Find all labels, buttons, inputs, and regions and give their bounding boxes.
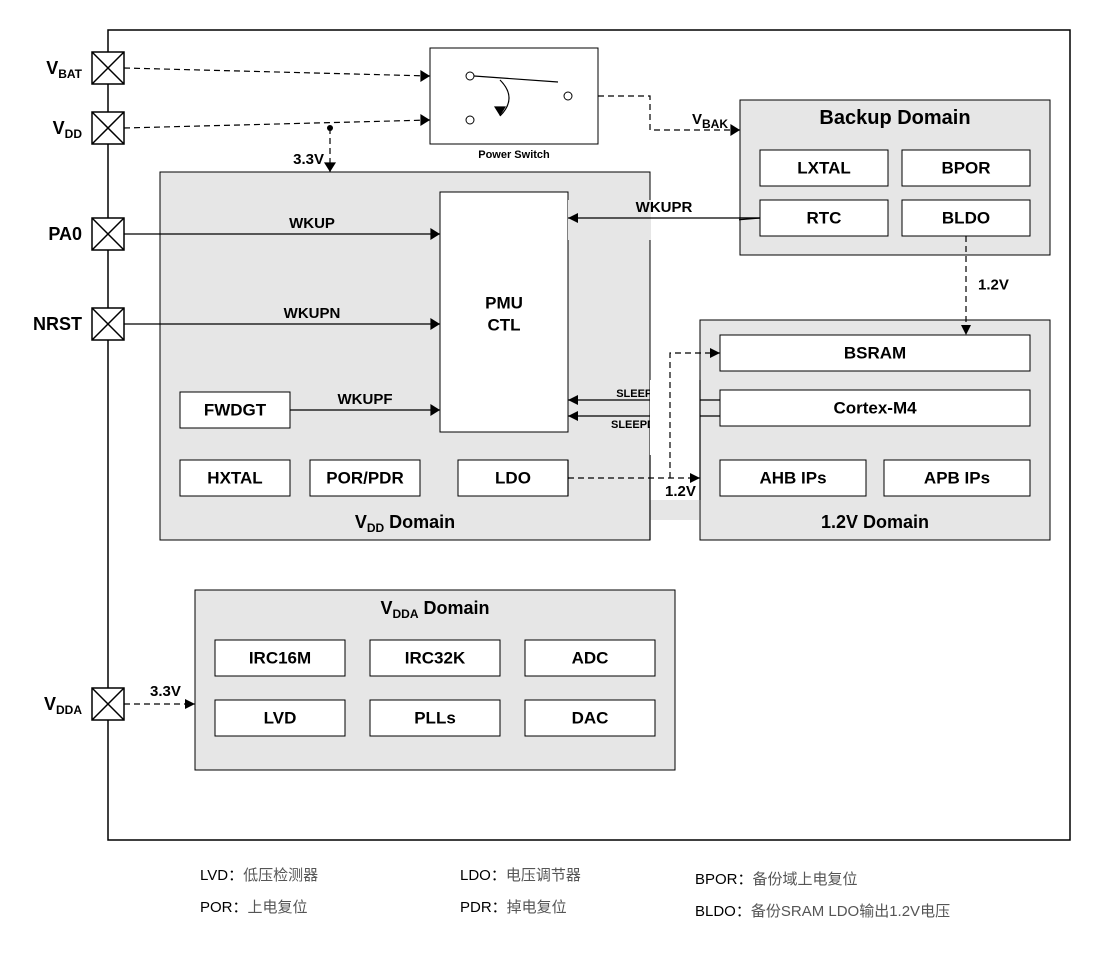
- legend-3: PDR：掉电复位: [460, 898, 567, 916]
- svg-text:1.2V: 1.2V: [978, 277, 1009, 294]
- svg-text:1.2V Domain: 1.2V Domain: [821, 512, 929, 532]
- svg-text:IRC32K: IRC32K: [405, 648, 466, 667]
- svg-text:VBAK: VBAK: [692, 111, 728, 131]
- svg-text:DAC: DAC: [572, 708, 609, 727]
- pin-label-vdd: VDD: [53, 118, 83, 141]
- svg-text:FWDGT: FWDGT: [204, 400, 267, 419]
- svg-text:AHB IPs: AHB IPs: [759, 468, 826, 487]
- svg-text:LXTAL: LXTAL: [797, 158, 851, 177]
- svg-text:WKUPR: WKUPR: [636, 199, 693, 216]
- svg-text:POR/PDR: POR/PDR: [326, 468, 403, 487]
- svg-text:BSRAM: BSRAM: [844, 343, 906, 362]
- svg-text:PMU: PMU: [485, 293, 523, 312]
- svg-text:3.3V: 3.3V: [150, 683, 181, 700]
- svg-text:IRC16M: IRC16M: [249, 648, 311, 667]
- legend-1: POR：上电复位: [200, 898, 308, 916]
- legend-2: LDO：电压调节器: [460, 867, 581, 884]
- svg-text:WKUPN: WKUPN: [284, 305, 341, 322]
- legend-0: LVD：低压检测器: [200, 867, 318, 884]
- svg-text:Cortex-M4: Cortex-M4: [833, 398, 917, 417]
- svg-text:HXTAL: HXTAL: [207, 468, 262, 487]
- svg-text:BLDO: BLDO: [942, 208, 990, 227]
- svg-text:BPOR: BPOR: [941, 158, 990, 177]
- svg-text:1.2V: 1.2V: [665, 483, 696, 500]
- svg-text:Power Switch: Power Switch: [478, 149, 550, 161]
- svg-text:LDO: LDO: [495, 468, 531, 487]
- pin-label-vdda: VDDA: [44, 694, 82, 717]
- wire-vbat-psw: [124, 68, 430, 76]
- svg-text:Backup Domain: Backup Domain: [819, 107, 970, 129]
- svg-text:RTC: RTC: [807, 208, 842, 227]
- power-switch: [430, 48, 598, 144]
- svg-text:APB IPs: APB IPs: [924, 468, 990, 487]
- svg-text:LVD: LVD: [264, 708, 297, 727]
- svg-text:PA0: PA0: [48, 224, 82, 244]
- legend-4: BPOR：备份域上电复位: [695, 870, 858, 888]
- svg-text:NRST: NRST: [33, 314, 82, 334]
- svg-text:3.3V: 3.3V: [293, 151, 324, 168]
- svg-text:CTL: CTL: [487, 315, 520, 334]
- svg-text:WKUP: WKUP: [289, 215, 335, 232]
- svg-text:WKUPF: WKUPF: [338, 391, 393, 408]
- legend-5: BLDO：备份SRAM LDO输出1.2V电压: [695, 903, 950, 920]
- svg-text:ADC: ADC: [572, 648, 609, 667]
- pin-label-vbat: VBAT: [46, 58, 82, 81]
- svg-text:PLLs: PLLs: [414, 708, 456, 727]
